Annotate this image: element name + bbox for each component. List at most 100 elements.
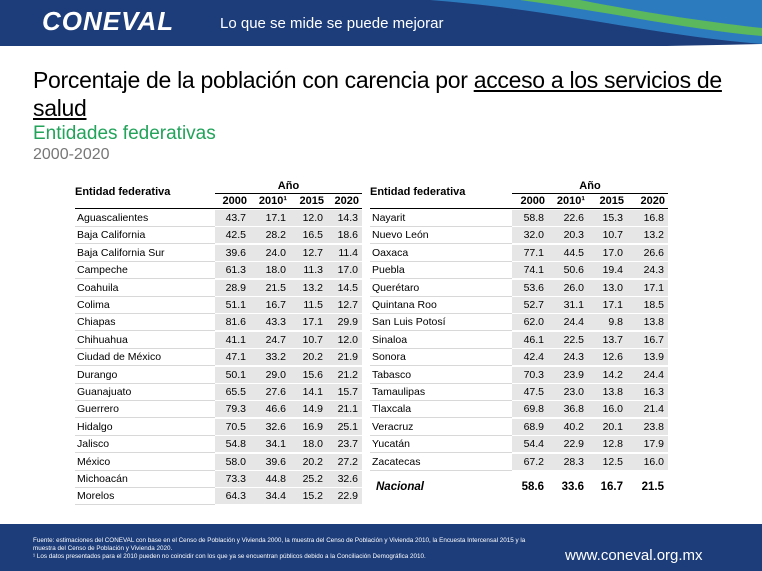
value-cell: 16.7 xyxy=(250,297,290,314)
entity-name: Colima xyxy=(75,297,215,314)
value-cell: 46.6 xyxy=(250,401,290,419)
value-cell: 62.0 xyxy=(512,314,548,332)
value-cell: 17.1 xyxy=(627,279,668,297)
value-cell: 11.3 xyxy=(290,262,327,280)
value-cell: 39.6 xyxy=(215,244,250,262)
value-cell: 73.3 xyxy=(215,471,250,488)
value-cell: 9.8 xyxy=(588,314,627,332)
value-cell: 24.3 xyxy=(627,262,668,280)
entity-name: Nayarit xyxy=(370,210,512,227)
value-cell: 46.1 xyxy=(512,331,548,349)
value-cell: 24.0 xyxy=(250,244,290,262)
value-cell: 15.7 xyxy=(327,384,362,401)
value-cell: 42.4 xyxy=(512,349,548,367)
entity-name: Tabasco xyxy=(370,367,512,384)
value-cell: 13.8 xyxy=(588,384,627,401)
value-cell: 12.6 xyxy=(588,349,627,367)
value-cell: 43.7 xyxy=(215,210,250,227)
entity-name: Veracruz xyxy=(370,419,512,436)
value-cell: 14.5 xyxy=(327,279,362,297)
entity-name: Querétaro xyxy=(370,280,512,297)
value-cell: 18.0 xyxy=(250,262,290,280)
value-cell: 14.1 xyxy=(290,384,327,401)
value-cell: 11.4 xyxy=(327,244,362,262)
value-cell: 20.2 xyxy=(290,349,327,367)
entity-name: Hidalgo xyxy=(75,419,215,436)
logo: CONEVAL xyxy=(42,6,175,36)
value-cell: 11.5 xyxy=(290,297,327,314)
value-cell: 24.4 xyxy=(548,314,588,332)
value-cell: 70.3 xyxy=(512,366,548,384)
value-cell: 70.5 xyxy=(215,418,250,436)
value-cell: 17.1 xyxy=(250,210,290,227)
year-label: 2015 xyxy=(299,195,324,207)
value-cell: 13.2 xyxy=(627,227,668,245)
value-cell: 68.9 xyxy=(512,418,548,436)
footer-notes: Fuente: estimaciones del CONEVAL con bas… xyxy=(33,537,533,561)
value-cell: 29.0 xyxy=(250,366,290,384)
value-cell: 14.2 xyxy=(588,366,627,384)
value-cell: 32.6 xyxy=(327,471,362,488)
value-cell: 44.8 xyxy=(250,471,290,488)
entity-name: Chiapas xyxy=(75,314,215,332)
entity-name: Sinaloa xyxy=(370,332,512,349)
value-cell: 10.7 xyxy=(290,331,327,349)
value-cell: 25.1 xyxy=(327,418,362,436)
value-cell: 22.9 xyxy=(327,488,362,506)
value-cell: 20.3 xyxy=(548,227,588,245)
value-cell: 12.0 xyxy=(327,331,362,349)
value-cell: 24.3 xyxy=(548,349,588,367)
value-cell: 51.1 xyxy=(215,297,250,314)
value-cell: 77.1 xyxy=(512,244,548,262)
value-cell: 13.8 xyxy=(627,314,668,332)
value-cell: 21.1 xyxy=(327,401,362,419)
value-cell: 67.2 xyxy=(512,453,548,471)
value-cell: 18.0 xyxy=(290,436,327,454)
entity-name: Zacatecas xyxy=(370,454,512,471)
value-cell: 32.0 xyxy=(512,227,548,245)
value-cell: 21.9 xyxy=(327,349,362,367)
value-cell: 32.6 xyxy=(250,418,290,436)
value-cell: 16.0 xyxy=(588,401,627,419)
value-cell: 13.0 xyxy=(588,279,627,297)
value-cell: 10.7 xyxy=(588,227,627,245)
value-cell: 20.1 xyxy=(588,418,627,436)
value-cell: 26.0 xyxy=(548,279,588,297)
value-cell: 34.4 xyxy=(250,488,290,506)
value-cell: 21.5 xyxy=(641,481,664,493)
value-cell: 53.6 xyxy=(512,279,548,297)
value-cell: 34.1 xyxy=(250,436,290,454)
value-cell: 33.6 xyxy=(561,481,584,493)
value-cell: 23.7 xyxy=(327,436,362,454)
value-cell: 27.2 xyxy=(327,453,362,471)
value-cell: 28.9 xyxy=(215,279,250,297)
value-cell: 27.6 xyxy=(250,384,290,401)
entity-name: Baja California Sur xyxy=(75,245,215,262)
value-cell: 23.9 xyxy=(548,366,588,384)
value-cell: 13.7 xyxy=(588,331,627,349)
entity-name: Campeche xyxy=(75,262,215,280)
value-cell: 16.5 xyxy=(290,227,327,245)
value-cell: 31.1 xyxy=(548,297,588,314)
value-cell: 16.0 xyxy=(627,453,668,471)
value-cell: 16.8 xyxy=(627,210,668,227)
value-cell: 18.6 xyxy=(327,227,362,245)
entity-name: San Luis Potosí xyxy=(370,314,512,332)
value-cell: 21.4 xyxy=(627,401,668,419)
value-cell: 74.1 xyxy=(512,262,548,280)
value-cell: 42.5 xyxy=(215,227,250,245)
title-link[interactable]: acceso a los servicios de salud xyxy=(33,67,722,121)
note: ¹ Los datos presentados para el 2010 pue… xyxy=(33,553,426,560)
value-cell: 23.0 xyxy=(548,384,588,401)
period: 2000-2020 xyxy=(33,146,110,163)
value-cell: 58.6 xyxy=(521,481,544,493)
entity-name: Baja California xyxy=(75,227,215,245)
value-cell: 64.3 xyxy=(215,488,250,506)
entity-name: Guanajuato xyxy=(75,384,215,401)
value-cell: 28.2 xyxy=(250,227,290,245)
value-cell: 28.3 xyxy=(548,453,588,471)
year-label: 2000 xyxy=(520,195,545,207)
url[interactable]: www.coneval.org.mx xyxy=(565,547,703,564)
entity-name: Nacional xyxy=(376,481,424,493)
value-cell: 54.8 xyxy=(215,436,250,454)
